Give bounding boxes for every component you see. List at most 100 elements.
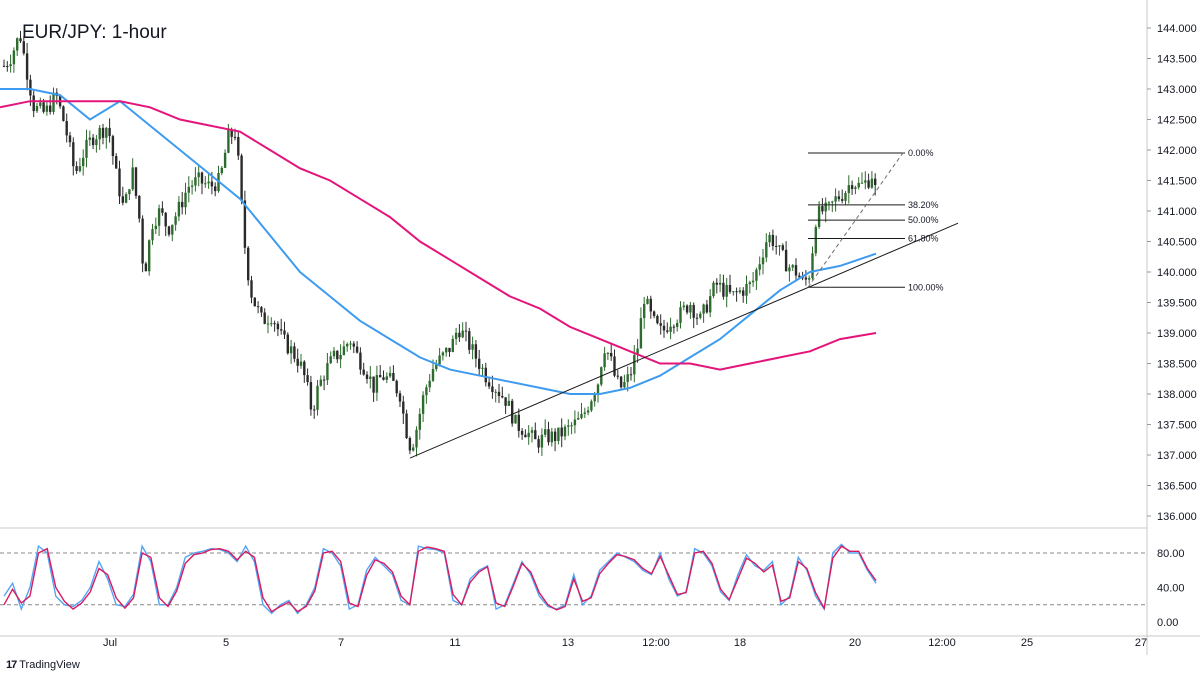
- time-tick-label: 18: [734, 637, 746, 649]
- price-tick-label: 141.000: [1157, 206, 1197, 218]
- candle-body: [283, 330, 286, 335]
- candle-body: [82, 157, 85, 167]
- candle-body: [775, 245, 778, 247]
- stochastic-k-line: [3, 543, 877, 615]
- candle-body: [722, 282, 725, 297]
- candle-body: [392, 372, 395, 381]
- candle-body: [705, 304, 709, 313]
- candle-body: [758, 264, 761, 270]
- candle-body: [553, 431, 557, 441]
- candle-body: [154, 225, 157, 230]
- time-tick-label: 12:00: [928, 637, 956, 649]
- candle-body: [227, 129, 230, 153]
- candle-body: [504, 397, 507, 406]
- candle-body: [679, 307, 682, 323]
- candle-body: [253, 297, 256, 307]
- candle-body: [610, 352, 613, 357]
- time-tick-label: 5: [223, 637, 229, 649]
- candle-body: [718, 282, 722, 285]
- candle-body: [177, 201, 181, 217]
- candle-body: [313, 409, 316, 411]
- candle-body: [646, 298, 649, 304]
- candle-body: [438, 355, 441, 365]
- price-tick-label: 138.000: [1157, 389, 1197, 401]
- candle-body: [220, 167, 223, 174]
- price-tick-label: 137.000: [1157, 450, 1197, 462]
- candle-body: [45, 105, 49, 112]
- candle-body: [35, 106, 39, 112]
- candle-body: [596, 384, 600, 396]
- candle-body: [497, 391, 501, 397]
- candle-body: [355, 346, 359, 353]
- candle-body: [316, 385, 319, 410]
- candle-body: [461, 330, 464, 338]
- candle-body: [827, 202, 831, 204]
- candle-body: [237, 137, 240, 156]
- candle-body: [52, 92, 55, 112]
- candle-body: [768, 234, 771, 243]
- candle-body: [332, 350, 336, 357]
- candle-body: [263, 312, 266, 324]
- candle-body: [666, 330, 669, 332]
- candle-body: [583, 412, 586, 414]
- candle-body: [214, 186, 217, 192]
- candle-body: [804, 277, 808, 280]
- candle-body: [761, 257, 765, 265]
- candle-body: [454, 332, 458, 339]
- candle-body: [689, 304, 692, 313]
- candle-body: [656, 315, 659, 324]
- candle-body: [204, 183, 207, 185]
- candle-body: [412, 447, 415, 451]
- candle-body: [435, 364, 438, 370]
- candle-body: [299, 361, 303, 366]
- candle-body: [247, 247, 250, 281]
- time-tick-label: 13: [562, 637, 574, 649]
- candle-body: [514, 414, 517, 424]
- candle-body: [280, 329, 283, 331]
- time-tick-label: 12:00: [642, 637, 670, 649]
- candle-body: [22, 41, 25, 54]
- candle-body: [474, 344, 478, 359]
- price-tick-label: 141.500: [1157, 176, 1197, 188]
- candle-body: [593, 395, 596, 402]
- candle-body: [200, 172, 204, 184]
- fib-trend-dashed-line: [807, 149, 906, 288]
- candle-body: [65, 121, 68, 136]
- candle-body: [487, 382, 491, 387]
- candle-body: [557, 427, 560, 441]
- candle-body: [784, 249, 788, 272]
- candle-body: [187, 186, 190, 193]
- candle-body: [540, 434, 544, 448]
- candle-body: [837, 196, 841, 200]
- candle-body: [864, 180, 867, 183]
- price-tick-label: 143.500: [1157, 54, 1197, 66]
- candle-body: [431, 369, 435, 381]
- candle-body: [867, 180, 870, 188]
- candle-body: [685, 305, 689, 313]
- candle-body: [379, 375, 382, 378]
- candle-body: [811, 253, 814, 279]
- candle-body: [398, 393, 402, 402]
- candle-body: [134, 167, 138, 196]
- candle-body: [128, 189, 131, 195]
- candle-body: [32, 95, 35, 112]
- price-tick-label: 139.000: [1157, 328, 1197, 340]
- price-tick-label: 140.000: [1157, 267, 1197, 279]
- candle-body: [124, 194, 128, 203]
- moving-average-fast: [0, 88, 877, 395]
- candle-body: [197, 172, 200, 178]
- oscillator-tick-label: 0.00: [1157, 617, 1178, 629]
- candle-body: [115, 156, 118, 169]
- candle-body: [111, 136, 115, 157]
- price-tick-label: 142.000: [1157, 145, 1197, 157]
- candle-body: [478, 358, 481, 369]
- candle-body: [286, 334, 289, 354]
- candle-body: [375, 375, 379, 393]
- candle-body: [560, 427, 563, 437]
- candles: [2, 30, 877, 457]
- candle-body: [791, 265, 794, 268]
- candle-body: [19, 38, 22, 42]
- candle-body: [616, 375, 619, 377]
- candle-body: [636, 348, 639, 356]
